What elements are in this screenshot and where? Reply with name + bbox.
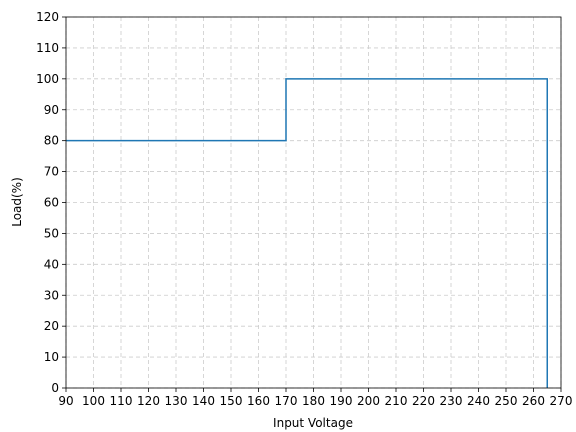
x-tick-label: 270 <box>550 394 573 408</box>
x-tick-label: 230 <box>440 394 463 408</box>
x-tick-label: 100 <box>82 394 105 408</box>
x-tick-label: 90 <box>58 394 73 408</box>
x-tick-label: 150 <box>220 394 243 408</box>
x-tick-label: 200 <box>357 394 380 408</box>
y-tick-label: 110 <box>36 41 59 55</box>
y-tick-label: 60 <box>44 196 59 210</box>
x-tick-label: 120 <box>137 394 160 408</box>
x-tick-label: 250 <box>495 394 518 408</box>
y-tick-label: 70 <box>44 165 59 179</box>
y-tick-label: 10 <box>44 350 59 364</box>
y-tick-label: 80 <box>44 134 59 148</box>
grid <box>65 16 562 389</box>
x-tick-label: 260 <box>522 394 545 408</box>
x-tick-label: 160 <box>247 394 270 408</box>
x-tick-label: 240 <box>467 394 490 408</box>
x-tick-label: 110 <box>110 394 133 408</box>
x-axis: 90 100 110 120 130 140 150 160 170 180 190 200 210 22… <box>58 388 572 408</box>
series-layer <box>66 78 548 388</box>
x-tick-label: 130 <box>165 394 188 408</box>
x-tick-label: 190 <box>330 394 353 408</box>
x-axis-label: Input Voltage <box>273 416 353 430</box>
x-tick-label: 210 <box>385 394 408 408</box>
x-tick-label: 220 <box>412 394 435 408</box>
y-tick-label: 30 <box>44 288 59 302</box>
x-tick-label: 180 <box>302 394 325 408</box>
y-tick-label: 20 <box>44 319 59 333</box>
y-tick-label: 50 <box>44 226 59 240</box>
y-tick-label: 0 <box>51 381 59 395</box>
y-tick-label: 120 <box>36 10 59 24</box>
series-line <box>66 78 548 388</box>
y-tick-label: 40 <box>44 257 59 271</box>
x-tick-label: 170 <box>275 394 298 408</box>
y-axis-label: Load(%) <box>10 177 24 227</box>
y-axis: 0 10 20 30 40 50 60 70 80 90 100 110 120 <box>36 10 66 395</box>
y-tick-label: 100 <box>36 72 59 86</box>
y-tick-label: 90 <box>44 103 59 117</box>
x-tick-label: 140 <box>192 394 215 408</box>
